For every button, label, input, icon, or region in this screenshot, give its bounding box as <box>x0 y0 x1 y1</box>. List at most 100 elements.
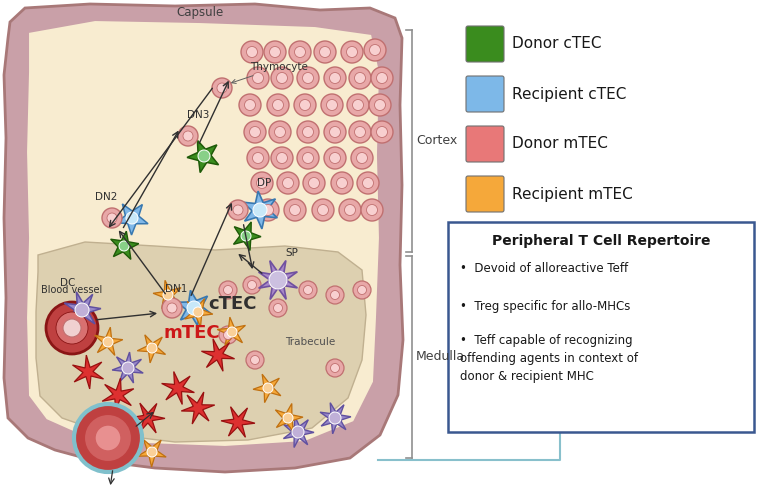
Text: Recipient mTEC: Recipient mTEC <box>512 186 633 202</box>
Circle shape <box>297 147 319 169</box>
Circle shape <box>224 285 233 294</box>
Circle shape <box>362 177 374 188</box>
Polygon shape <box>36 242 366 442</box>
Circle shape <box>324 147 346 169</box>
Text: DP: DP <box>257 178 271 188</box>
Circle shape <box>162 298 182 318</box>
Circle shape <box>317 205 329 215</box>
Polygon shape <box>131 403 165 433</box>
Circle shape <box>302 127 314 138</box>
Circle shape <box>302 152 314 164</box>
Circle shape <box>294 94 316 116</box>
Circle shape <box>284 199 306 221</box>
Circle shape <box>247 67 269 89</box>
Circle shape <box>262 205 273 215</box>
Circle shape <box>193 307 203 317</box>
Circle shape <box>271 147 293 169</box>
Circle shape <box>95 425 121 451</box>
Polygon shape <box>275 403 303 432</box>
Circle shape <box>351 147 373 169</box>
Circle shape <box>241 231 251 241</box>
Circle shape <box>147 343 157 353</box>
Circle shape <box>244 100 256 110</box>
Circle shape <box>347 94 369 116</box>
Circle shape <box>126 212 138 224</box>
Circle shape <box>308 177 320 188</box>
FancyBboxPatch shape <box>466 76 504 112</box>
Circle shape <box>269 299 287 317</box>
Circle shape <box>324 121 346 143</box>
Circle shape <box>292 426 304 438</box>
Polygon shape <box>137 440 166 467</box>
Circle shape <box>302 72 314 83</box>
Circle shape <box>107 213 117 223</box>
Circle shape <box>300 100 311 110</box>
Circle shape <box>263 383 273 393</box>
Circle shape <box>312 199 334 221</box>
Circle shape <box>299 281 317 299</box>
Circle shape <box>219 326 237 344</box>
Circle shape <box>257 199 279 221</box>
Circle shape <box>361 199 383 221</box>
Circle shape <box>341 41 363 63</box>
FancyBboxPatch shape <box>466 176 504 212</box>
Text: Cortex: Cortex <box>416 135 457 147</box>
Text: Trabecule: Trabecule <box>285 337 335 347</box>
Circle shape <box>321 94 343 116</box>
Circle shape <box>250 355 259 364</box>
Circle shape <box>224 330 233 340</box>
Circle shape <box>357 172 379 194</box>
Polygon shape <box>253 374 281 403</box>
Circle shape <box>327 100 337 110</box>
Circle shape <box>371 67 393 89</box>
Circle shape <box>320 46 330 58</box>
Circle shape <box>369 94 391 116</box>
Polygon shape <box>283 416 314 448</box>
Circle shape <box>219 281 237 299</box>
Circle shape <box>353 100 363 110</box>
Circle shape <box>272 100 284 110</box>
Text: Donor cTEC: Donor cTEC <box>512 36 601 51</box>
Circle shape <box>243 276 261 294</box>
Circle shape <box>239 94 261 116</box>
Circle shape <box>375 100 385 110</box>
Circle shape <box>241 41 263 63</box>
Circle shape <box>324 67 346 89</box>
Circle shape <box>119 241 129 251</box>
Circle shape <box>247 147 269 169</box>
Text: Donor mTEC: Donor mTEC <box>512 137 608 151</box>
Circle shape <box>273 304 282 313</box>
Circle shape <box>326 359 344 377</box>
Circle shape <box>233 205 243 215</box>
Polygon shape <box>102 378 134 412</box>
Circle shape <box>228 200 248 220</box>
Text: Recipient cTEC: Recipient cTEC <box>512 86 626 102</box>
Circle shape <box>122 362 134 374</box>
Circle shape <box>84 414 132 462</box>
Circle shape <box>355 72 365 83</box>
Circle shape <box>303 172 325 194</box>
Circle shape <box>330 363 340 373</box>
Circle shape <box>349 121 371 143</box>
Circle shape <box>369 44 381 56</box>
Text: DN2: DN2 <box>95 192 118 202</box>
Polygon shape <box>137 335 166 363</box>
FancyBboxPatch shape <box>466 126 504 162</box>
Circle shape <box>75 303 89 317</box>
Circle shape <box>330 127 340 138</box>
Circle shape <box>358 285 366 294</box>
Text: DC: DC <box>60 278 76 288</box>
FancyBboxPatch shape <box>466 26 504 62</box>
Circle shape <box>314 41 336 63</box>
Circle shape <box>339 199 361 221</box>
Circle shape <box>103 337 113 347</box>
Circle shape <box>275 127 285 138</box>
Polygon shape <box>116 204 148 235</box>
Circle shape <box>289 41 311 63</box>
Polygon shape <box>217 317 246 345</box>
Text: Peripheral T Cell Repertoire: Peripheral T Cell Repertoire <box>491 234 710 248</box>
Polygon shape <box>111 231 139 259</box>
Circle shape <box>256 177 268 188</box>
Polygon shape <box>112 352 143 383</box>
Text: •  Treg specific for allo-MHCs: • Treg specific for allo-MHCs <box>460 300 630 313</box>
